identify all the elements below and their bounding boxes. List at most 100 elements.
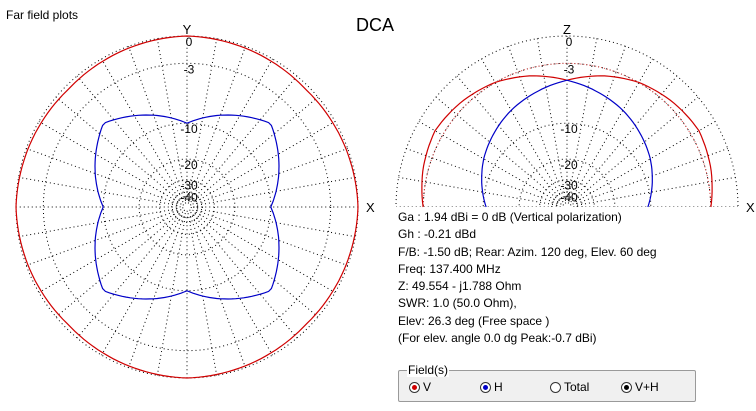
grid-spoke bbox=[481, 58, 563, 199]
gain-ga-text: Ga : 1.94 dBi = 0 dB (Vertical polarizat… bbox=[398, 210, 622, 224]
gain-gh-text: Gh : -0.21 dBd bbox=[398, 227, 477, 242]
horizontal-axis-label: X bbox=[746, 200, 755, 215]
grid-spoke bbox=[191, 58, 273, 199]
field-option-label: V+H bbox=[635, 380, 659, 394]
grid-ring bbox=[179, 199, 195, 215]
grid-ring bbox=[138, 158, 236, 256]
elevation-text: Elev: 26.3 deg (Free space ) bbox=[398, 313, 550, 328]
grid-ring bbox=[15, 35, 359, 379]
ring-label: -10 bbox=[180, 122, 198, 136]
radio-dot bbox=[412, 384, 417, 390]
grid-spoke bbox=[38, 211, 179, 293]
grid-spoke bbox=[568, 38, 598, 197]
pattern-h-curve bbox=[94, 114, 280, 300]
grid-spoke bbox=[196, 210, 348, 266]
ring-label: -3 bbox=[564, 62, 575, 76]
grid-ring bbox=[42, 62, 332, 352]
grid-spoke bbox=[128, 216, 184, 368]
azimuth-polar-plot: 0 -3 -10 -20 -30-40 Y X bbox=[15, 22, 375, 379]
grid-spoke bbox=[195, 211, 336, 293]
grid-spoke bbox=[128, 46, 184, 198]
grid-spoke bbox=[435, 96, 560, 201]
grid-spoke bbox=[101, 58, 183, 199]
grid-spoke bbox=[190, 216, 246, 368]
grid-spoke bbox=[418, 121, 559, 203]
grid-spoke bbox=[577, 176, 736, 206]
grid-ring bbox=[171, 191, 203, 223]
swr-text: SWR: 1.0 (50.0 Ohm), bbox=[398, 296, 517, 311]
grid-spoke bbox=[193, 75, 298, 200]
radio-indicator[interactable] bbox=[409, 381, 420, 393]
ring-label: -20 bbox=[560, 158, 578, 172]
ring-label: -3 bbox=[184, 62, 195, 76]
fields-group-label: Field(s) bbox=[407, 363, 450, 377]
grid-spoke bbox=[76, 214, 181, 339]
frequency-text: Freq: 137.400 MHz bbox=[398, 261, 501, 276]
radio-dot bbox=[624, 384, 629, 390]
grid-spoke bbox=[38, 121, 179, 203]
vertical-axis-label: Y bbox=[183, 22, 192, 37]
grid-spoke bbox=[575, 121, 716, 203]
grid-spoke bbox=[55, 213, 180, 318]
field-option-h[interactable]: H bbox=[480, 380, 503, 394]
grid-spoke bbox=[191, 215, 273, 356]
peak-text: (For elev. angle 0.0 dg Peak:-0.7 dBi) bbox=[398, 331, 597, 346]
grid-spoke bbox=[194, 96, 319, 201]
field-option-v[interactable]: V bbox=[409, 380, 431, 394]
grid-ring bbox=[422, 62, 712, 207]
ring-label: 0 bbox=[186, 35, 193, 49]
grid-ring bbox=[182, 202, 192, 212]
grid-spoke bbox=[101, 215, 183, 356]
radio-indicator[interactable] bbox=[621, 381, 632, 393]
ring-label: -40 bbox=[560, 191, 578, 205]
grid-spoke bbox=[456, 75, 561, 200]
radio-indicator[interactable] bbox=[480, 381, 491, 393]
field-option-label: V bbox=[423, 380, 432, 394]
pattern-v-curve bbox=[15, 35, 359, 379]
ring-label: -10 bbox=[560, 122, 578, 136]
grid-spoke bbox=[193, 214, 298, 339]
grid-spoke bbox=[570, 46, 626, 198]
front-back-text: F/B: -1.50 dB; Rear: Azim. 120 deg, Elev… bbox=[398, 244, 657, 259]
horizontal-axis-label: X bbox=[366, 200, 375, 215]
field-option-total[interactable]: Total bbox=[550, 380, 589, 394]
grid-spoke bbox=[571, 58, 653, 199]
pattern-h-curve bbox=[481, 79, 653, 208]
ring-label: 0 bbox=[566, 35, 573, 49]
impedance-text: Z: 49.554 - j1.788 Ohm bbox=[398, 279, 522, 294]
radio-indicator[interactable] bbox=[550, 381, 561, 393]
grid-spoke bbox=[574, 96, 699, 201]
grid-spoke bbox=[26, 148, 178, 204]
grid-ring bbox=[159, 179, 215, 235]
ring-label: -40 bbox=[180, 191, 198, 205]
grid-spoke bbox=[55, 96, 180, 201]
field-option-label: H bbox=[494, 380, 503, 394]
grid-spoke bbox=[76, 75, 181, 200]
grid-spoke bbox=[536, 38, 566, 197]
grid-spoke bbox=[398, 176, 557, 206]
polar-grid bbox=[395, 35, 739, 207]
radio-dot bbox=[483, 384, 488, 390]
field-option-v-plus-h[interactable]: V+H bbox=[621, 380, 659, 394]
grid-spoke bbox=[508, 46, 564, 198]
ring-label: -20 bbox=[180, 158, 198, 172]
fields-group-box: Field(s) V H Total V+H bbox=[398, 363, 696, 402]
grid-spoke bbox=[26, 210, 178, 266]
grid-ring bbox=[539, 179, 595, 207]
grid-spoke bbox=[194, 213, 319, 318]
elevation-polar-plot: 0 -3 -10 -20 -30-40 Z X bbox=[395, 22, 755, 215]
chart-title: DCA bbox=[356, 15, 395, 35]
antenna-info-panel: Ga : 1.94 dBi = 0 dB (Vertical polarizat… bbox=[398, 209, 657, 347]
grid-spoke bbox=[195, 121, 336, 203]
grid-spoke bbox=[190, 46, 246, 198]
grid-ring bbox=[551, 191, 583, 207]
polar-grid bbox=[15, 35, 359, 379]
window-title: Far field plots bbox=[6, 8, 79, 22]
field-option-label: Total bbox=[564, 380, 590, 394]
grid-spoke bbox=[196, 148, 348, 204]
grid-spoke bbox=[573, 75, 678, 200]
ring-label: -30 bbox=[560, 179, 578, 193]
ring-label: -30 bbox=[180, 179, 198, 193]
grid-ring bbox=[518, 158, 616, 207]
